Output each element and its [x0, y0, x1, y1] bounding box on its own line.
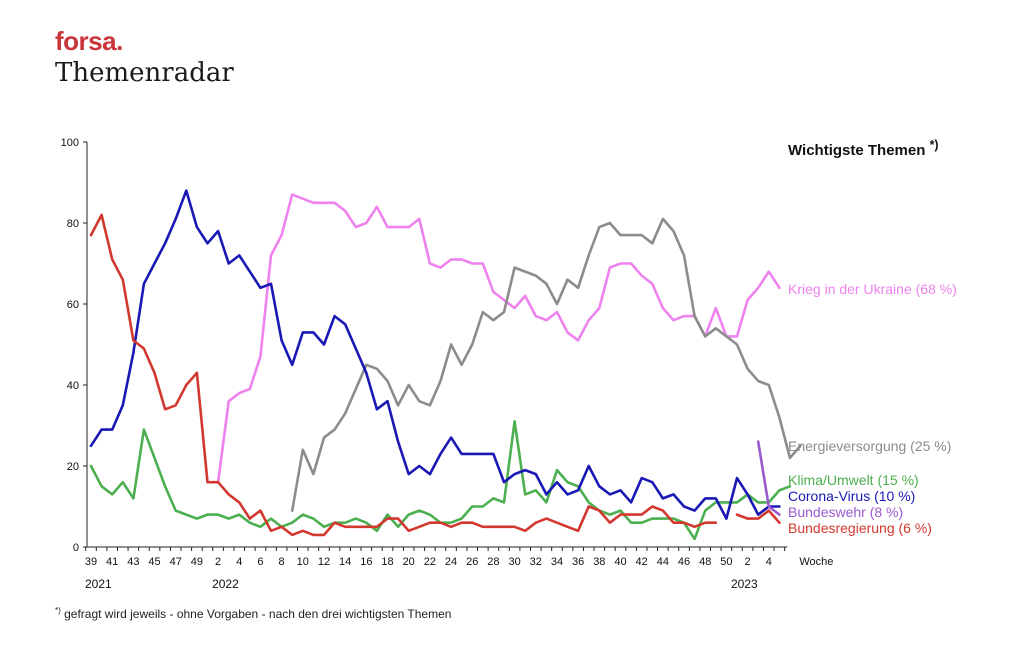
- legend-title-mark: *): [929, 138, 939, 152]
- x-tick-label: 6: [257, 556, 263, 568]
- footnote: *) gefragt wird jeweils - ohne Vorgaben …: [55, 606, 451, 621]
- x-tick-label: 16: [360, 556, 372, 568]
- legend-title-text: Wichtigste Themen: [788, 142, 926, 159]
- x-tick-label: 47: [170, 556, 182, 568]
- chart-series: [89, 189, 802, 541]
- series-line-ukraine: [216, 193, 781, 484]
- series-line-corona: [89, 189, 781, 520]
- x-tick-label: 2: [215, 556, 221, 568]
- series-line-regierung: [89, 213, 781, 537]
- x-tick-label: 28: [487, 556, 499, 568]
- footnote-mark: *): [55, 606, 61, 615]
- x-tick-label: 12: [318, 556, 330, 568]
- x-tick-label: 14: [339, 556, 351, 568]
- brand-logo: forsa.: [55, 26, 123, 56]
- series-line-klima: [89, 420, 792, 541]
- series-label-regierung: Bundesregierung (6 %): [788, 520, 932, 536]
- legend-title: Wichtigste Themen *): [788, 138, 939, 159]
- footnote-text: gefragt wird jeweils - ohne Vorgaben - n…: [60, 607, 452, 621]
- x-tick-label: 24: [445, 556, 457, 568]
- x-tick-label: 49: [191, 556, 203, 568]
- x-tick-label: 39: [85, 556, 97, 568]
- x-tick-label: 50: [720, 556, 732, 568]
- x-tick-label: 26: [466, 556, 478, 568]
- x-tick-label: 45: [148, 556, 160, 568]
- x-tick-label: 22: [424, 556, 436, 568]
- x-tick-label: 4: [236, 556, 242, 568]
- x-tick-label: 34: [551, 556, 563, 568]
- x-tick-label: 20: [403, 556, 415, 568]
- x-tick-label: 41: [106, 556, 118, 568]
- series-label-corona: Corona-Virus (10 %): [788, 488, 915, 504]
- series-label-energie: Energieversorgung (25 %): [788, 438, 951, 454]
- x-tick-label: 38: [593, 556, 605, 568]
- y-tick-label: 80: [67, 218, 79, 230]
- series-label-bundeswehr: Bundeswehr (8 %): [788, 504, 903, 520]
- year-label: 2023: [731, 577, 758, 591]
- x-tick-label: 43: [127, 556, 139, 568]
- x-tick-label: 48: [699, 556, 711, 568]
- x-tick-label: 42: [636, 556, 648, 568]
- x-tick-label: 32: [530, 556, 542, 568]
- page-title: Themenradar: [55, 58, 234, 88]
- x-tick-label: 44: [657, 556, 669, 568]
- x-tick-label: 46: [678, 556, 690, 568]
- x-axis-title: Woche: [799, 556, 833, 568]
- y-tick-label: 60: [67, 299, 79, 311]
- x-tick-label: 8: [279, 556, 285, 568]
- x-tick-label: 4: [766, 556, 772, 568]
- x-tick-label: 30: [508, 556, 520, 568]
- x-tick-label: 40: [614, 556, 626, 568]
- y-tick-label: 40: [67, 380, 79, 392]
- x-tick-label: 2: [745, 556, 751, 568]
- x-tick-label: 18: [381, 556, 393, 568]
- series-labels: Krieg in der Ukraine (68 %) Energieversor…: [788, 281, 957, 536]
- series-line-energie: [290, 217, 802, 512]
- series-label-klima: Klima/Umwelt (15 %): [788, 472, 919, 488]
- x-tick-label: 36: [572, 556, 584, 568]
- y-tick-label: 0: [73, 542, 79, 554]
- year-label: 2021: [85, 577, 112, 591]
- series-label-ukraine: Krieg in der Ukraine (68 %): [788, 281, 957, 297]
- year-label: 2022: [212, 577, 239, 591]
- y-tick-label: 20: [67, 461, 79, 473]
- series-line-bundeswehr: [756, 440, 781, 516]
- x-tick-label: 10: [297, 556, 309, 568]
- y-tick-label: 100: [61, 137, 79, 149]
